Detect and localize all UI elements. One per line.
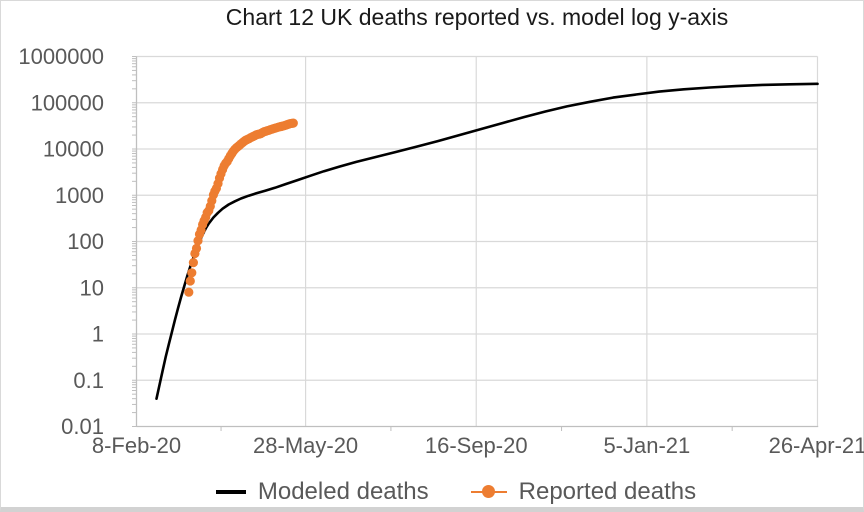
- x-gridlines: [304, 56, 819, 427]
- y-axis-ticks: [132, 56, 137, 427]
- modeled-line-swatch: [215, 490, 246, 494]
- reported-marker-swatch-icon: [470, 485, 507, 499]
- y-tick-label: 1000000: [18, 44, 104, 69]
- x-tick-label: 8-Feb-20: [92, 433, 181, 458]
- legend-label-modeled: Modeled deaths: [257, 478, 429, 505]
- x-tick-labels: 8-Feb-20 28-May-20 16-Sep-20 5-Jan-21 26-Apr…: [92, 433, 864, 458]
- reported-point: [187, 268, 197, 278]
- reported-point: [184, 287, 194, 297]
- x-tick-label: 5-Jan-21: [603, 433, 690, 458]
- reported-marker-dot: [481, 485, 495, 498]
- reported-deaths-points: [184, 118, 298, 297]
- y-tick-label: 100: [67, 229, 104, 254]
- modeled-deaths-line: [155, 82, 819, 400]
- reported-point: [188, 258, 198, 268]
- reported-point: [185, 276, 195, 286]
- x-tick-label: 26-Apr-21: [769, 433, 864, 458]
- x-axis-ticks: [220, 426, 733, 431]
- y-tick-label: 1: [92, 322, 104, 347]
- y-tick-labels: 1000000 100000 10000 1000 100 10 1 0.1 0.01: [18, 44, 104, 439]
- reported-point: [191, 243, 202, 253]
- chart-legend: Modeled deaths Reported deaths: [94, 476, 818, 508]
- y-tick-label: 0.01: [61, 414, 104, 439]
- chart-title: Chart 12 UK deaths reported vs. model lo…: [225, 4, 729, 30]
- y-tick-label: 1000: [55, 183, 104, 208]
- y-gridlines: [136, 55, 818, 381]
- y-tick-label: 100000: [31, 90, 104, 115]
- y-tick-label: 10000: [43, 137, 104, 162]
- reported-point: [288, 118, 298, 128]
- legend-item-reported[interactable]: Reported deaths: [470, 478, 697, 506]
- x-tick-label: 16-Sep-20: [425, 433, 528, 458]
- y-tick-label: 10: [80, 275, 104, 300]
- legend-label-reported: Reported deaths: [518, 478, 697, 505]
- x-tick-label: 28-May-20: [253, 433, 358, 458]
- plot-svg[interactable]: 1000000 100000 10000 1000 100 10 1 0.1 0.018-Feb…: [0, 0, 864, 470]
- y-tick-label: 0.1: [73, 368, 104, 393]
- legend-item-modeled[interactable]: Modeled deaths: [215, 478, 429, 506]
